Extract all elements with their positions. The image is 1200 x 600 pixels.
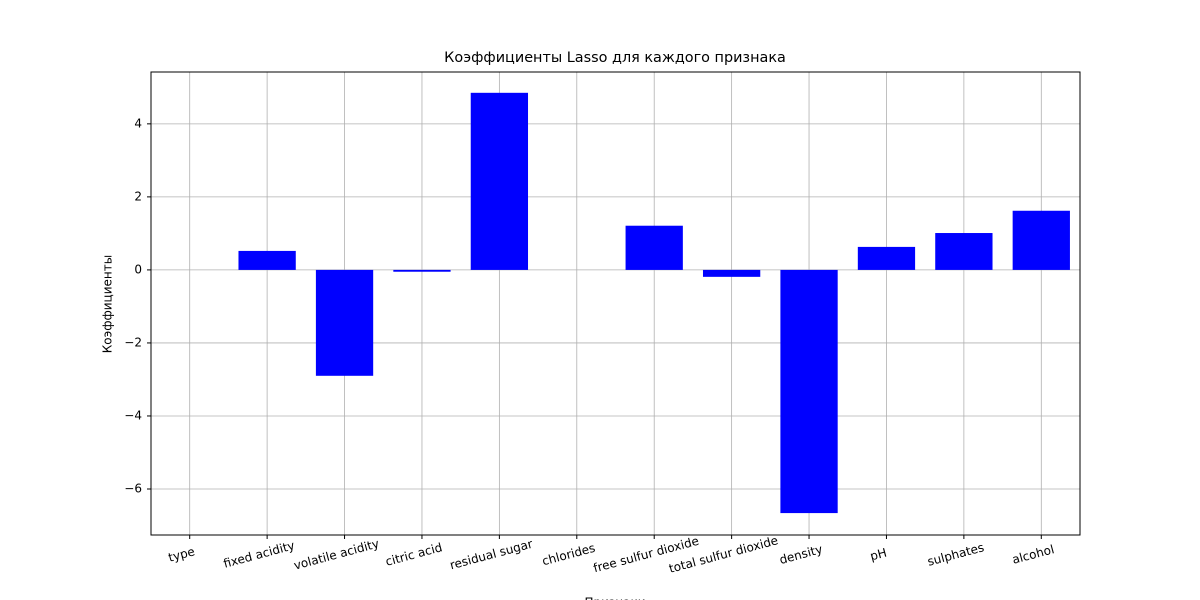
bar <box>470 92 529 270</box>
y-tick-label: −6 <box>124 481 142 495</box>
bar <box>1012 210 1070 270</box>
bar <box>857 246 916 270</box>
y-tick-label: −4 <box>124 408 142 422</box>
chart-title: Коэффициенты Lasso для каждого признака <box>444 50 786 66</box>
bar <box>702 269 761 277</box>
bar <box>780 269 838 514</box>
x-tick-label: type <box>167 544 197 564</box>
bar <box>935 233 993 270</box>
y-axis-label: Коэффициенты <box>101 255 115 353</box>
bar <box>393 269 451 272</box>
y-tick-label: 2 <box>134 189 142 203</box>
bar <box>238 250 296 270</box>
y-tick-label: 4 <box>134 116 142 130</box>
y-tick-label: 0 <box>134 262 142 276</box>
bar <box>315 269 374 376</box>
y-tick-label: −2 <box>124 335 142 349</box>
bar <box>625 225 683 270</box>
x-axis-label: Признаки <box>584 596 645 600</box>
x-tick-label: pH <box>868 546 888 564</box>
plot-frame <box>150 71 1081 536</box>
